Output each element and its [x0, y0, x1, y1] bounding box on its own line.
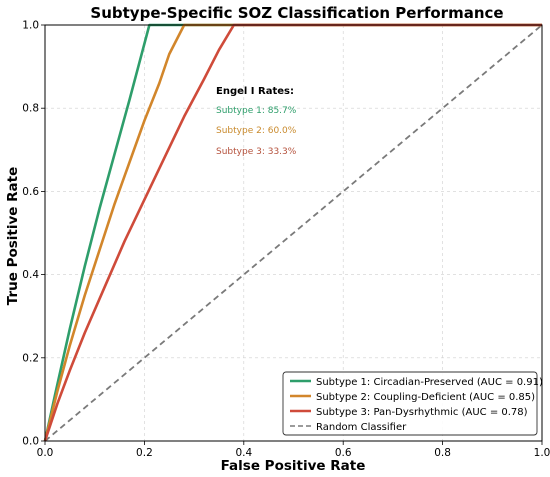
plot-frame [44, 24, 543, 442]
y-tick-label: 1.0 [22, 20, 39, 32]
annotation-item-subtype-3: Subtype 3: 33.3% [216, 147, 297, 157]
y-tick-label: 0.4 [22, 269, 39, 281]
x-tick-label: 1.0 [534, 447, 550, 459]
x-tick-label: 0.2 [136, 447, 153, 459]
tick-layer: 0.0 0.2 0.4 0.6 0.8 1.0 0.0 0.2 0.4 0.6 0.8 1.0 [22, 20, 550, 460]
y-tick-label: 0.8 [22, 103, 39, 115]
y-tick-label: 0.2 [22, 352, 39, 364]
chart-title: Subtype-Specific SOZ Classification Perf… [90, 4, 503, 22]
y-tick-label: 0.0 [22, 436, 39, 448]
legend-label-subtype-3: Subtype 3: Pan-Dysrhythmic (AUC = 0.78) [316, 407, 528, 418]
annotation-title: Engel I Rates: [216, 86, 294, 97]
y-axis-label: True Positive Rate [5, 167, 21, 306]
legend: Subtype 1: Circadian-Preserved (AUC = 0.… [282, 371, 543, 436]
annotation-item-subtype-2: Subtype 2: 60.0% [216, 126, 297, 136]
x-tick-label: 0.8 [434, 447, 451, 459]
x-tick-label: 0.6 [335, 447, 352, 459]
legend-label-random: Random Classifier [316, 422, 407, 433]
engel-rates-annotation: Engel I Rates: Subtype 1: 85.7% Subtype … [216, 86, 297, 157]
x-tick-label: 0.4 [235, 447, 252, 459]
x-axis-label: False Positive Rate [221, 458, 366, 474]
legend-label-subtype-1: Subtype 1: Circadian-Preserved (AUC = 0.… [316, 377, 543, 388]
x-tick-label: 0.0 [37, 447, 54, 459]
y-tick-label: 0.6 [22, 186, 39, 198]
legend-box [282, 371, 538, 436]
random-classifier-line [44, 24, 543, 442]
annotation-item-subtype-1: Subtype 1: 85.7% [216, 106, 297, 116]
reference-line-layer [44, 24, 543, 442]
legend-label-subtype-2: Subtype 2: Coupling-Deficient (AUC = 0.8… [316, 392, 535, 403]
